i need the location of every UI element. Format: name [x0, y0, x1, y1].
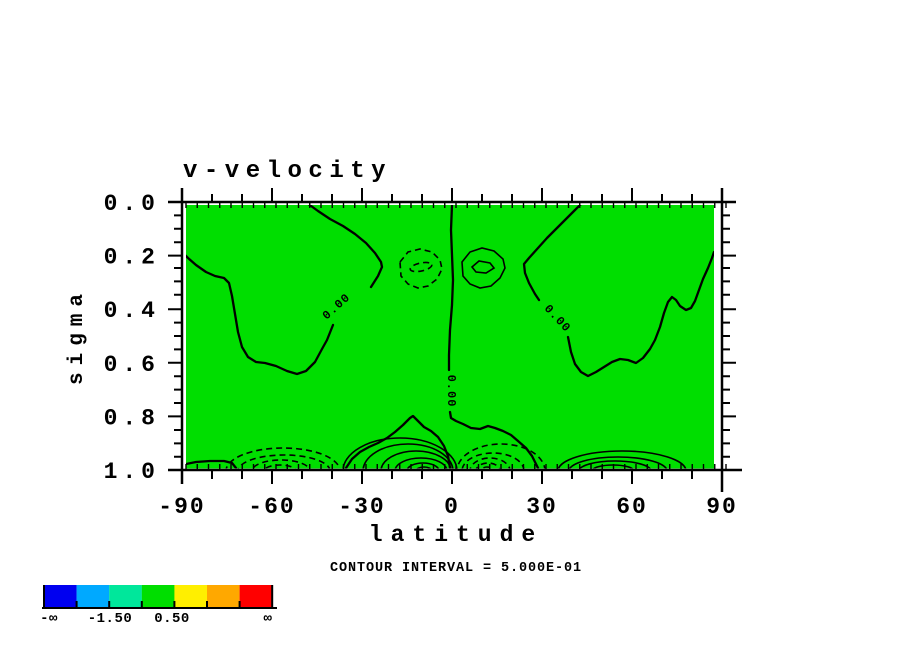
y-tick-0.0: 0.0: [104, 191, 160, 217]
colorbar-swatch-2: [109, 585, 142, 607]
y-tick-labels: 0.0 0.2 0.4 0.6 0.8 1.0: [104, 191, 160, 485]
x-tick-30: 30: [526, 494, 558, 520]
colorbar-label-0.50: 0.50: [154, 611, 190, 627]
x-tick-labels: -90 -60 -30 0 30 60 90: [158, 494, 738, 520]
y-axis-title: sigma: [66, 287, 89, 385]
colorbar-label--1.50: -1.50: [88, 611, 133, 627]
x-axis-title: latitude: [369, 522, 543, 548]
y-tick-0.8: 0.8: [104, 405, 160, 431]
negative-cell-south-bottom: [225, 447, 341, 469]
x-tick-60: 60: [616, 494, 648, 520]
contour-interval-caption: CONTOUR INTERVAL = 5.000E-01: [330, 561, 582, 576]
colorbar-label-inf: ∞: [264, 611, 273, 627]
axes-frame: [168, 188, 742, 492]
x-tick-90: 90: [706, 494, 738, 520]
x-tick--60: -60: [248, 494, 295, 520]
axis-inner-ticks: [185, 203, 727, 469]
y-tick-1.0: 1.0: [104, 459, 160, 485]
y-tick-0.4: 0.4: [104, 298, 160, 324]
colorbar-labels: -∞ -1.50 0.50 ∞: [40, 611, 272, 627]
colorbar-axis: [42, 585, 277, 609]
colorbar-swatch-5: [207, 585, 240, 607]
zero-contour-label-equator: 0.00: [444, 375, 458, 408]
chart-title: v-velocity: [183, 158, 392, 185]
colorbar-label-neg-inf: -∞: [40, 611, 58, 627]
colorbar-swatch-0: [44, 585, 77, 607]
y-tick-0.2: 0.2: [104, 245, 160, 271]
colorbar: [44, 585, 273, 607]
colorbar-swatch-4: [174, 585, 208, 607]
x-tick--90: -90: [158, 494, 205, 520]
x-tick-0: 0: [444, 494, 460, 520]
axis-ticks: [168, 188, 736, 484]
zero-contours: [186, 205, 714, 469]
colorbar-swatch-6: [239, 585, 273, 607]
x-tick--30: -30: [338, 494, 385, 520]
colorbar-swatch-1: [76, 585, 110, 607]
negative-cell-tropics-north-bottom: [456, 443, 546, 469]
positive-cell-tropics-south-bottom: [342, 437, 458, 469]
y-tick-0.6: 0.6: [104, 352, 160, 378]
negative-cell-upper: [399, 248, 443, 289]
contour-field: 0.00 0.00 0.00: [186, 205, 714, 469]
colorbar-swatch-3: [141, 585, 175, 607]
positive-cell-upper: [461, 247, 506, 289]
